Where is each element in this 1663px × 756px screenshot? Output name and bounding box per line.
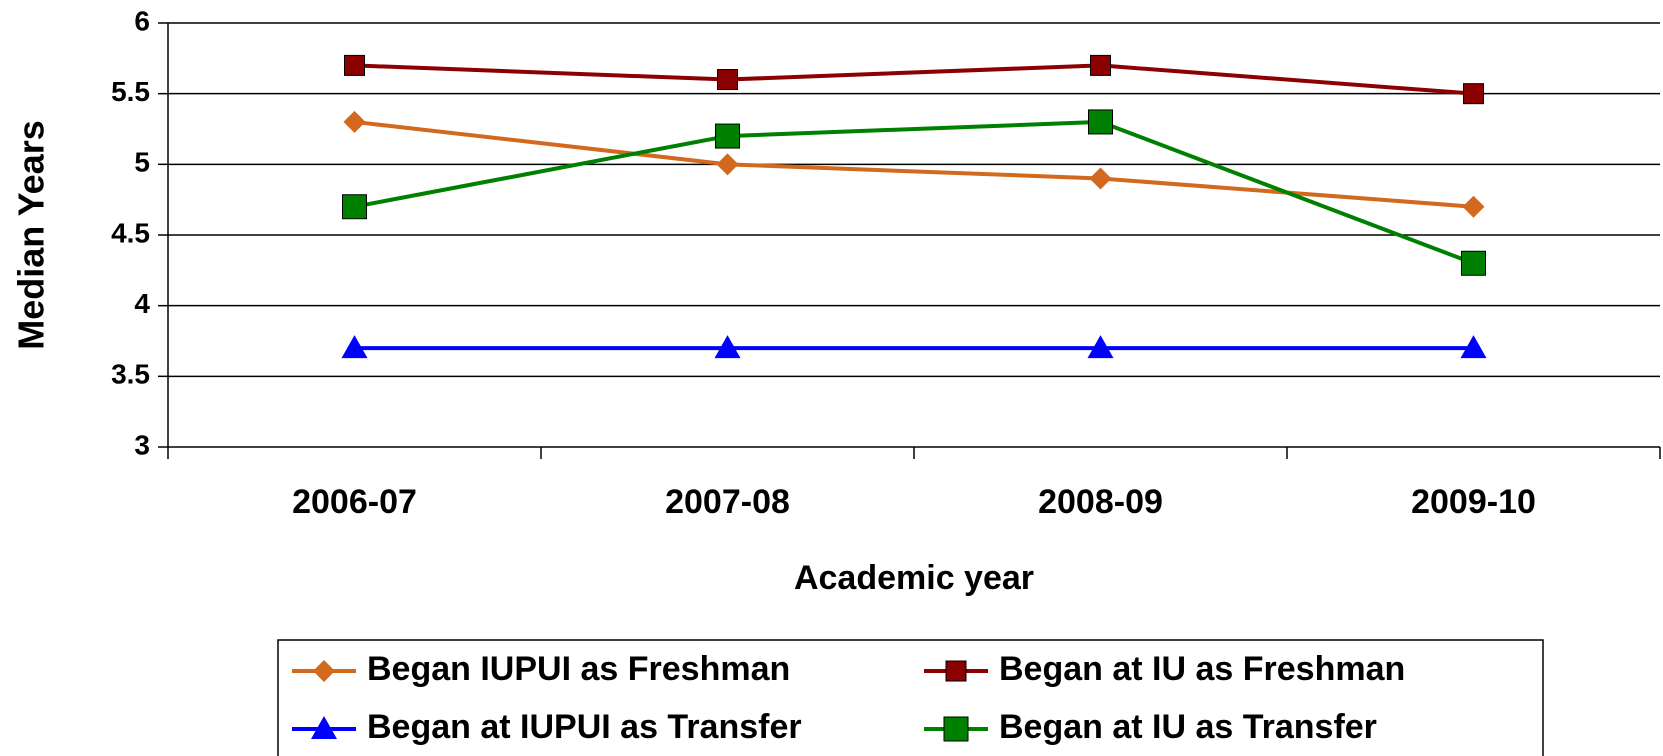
- legend-label: Began at IU as Transfer: [999, 708, 1377, 746]
- data-point: [1087, 335, 1114, 359]
- data-point: [717, 69, 738, 91]
- series-line: [354, 119, 1475, 266]
- data-point: [1463, 83, 1484, 105]
- x-tick-label: 2007-08: [665, 483, 790, 521]
- legend-label: Began at IUPUI as Transfer: [367, 708, 802, 746]
- y-tick-label: 4: [134, 288, 150, 319]
- data-point: [343, 110, 366, 133]
- data-point: [716, 153, 739, 176]
- data-point: [1089, 167, 1112, 190]
- y-tick-label: 5.5: [111, 76, 150, 107]
- y-tick-label: 3.5: [111, 359, 150, 390]
- legend-marker: [945, 660, 967, 682]
- x-tick-label: 2008-09: [1038, 483, 1163, 521]
- y-tick-label: 4.5: [111, 217, 150, 248]
- data-point: [715, 123, 740, 149]
- data-point: [1461, 250, 1486, 276]
- legend-marker: [313, 660, 335, 682]
- data-point: [1088, 109, 1113, 135]
- series-line: [354, 63, 1474, 96]
- x-tick-label: 2006-07: [292, 483, 417, 521]
- legend-box: [277, 639, 1544, 756]
- data-point: [342, 194, 367, 220]
- data-point: [1090, 54, 1111, 76]
- y-axis-title: Median Years: [11, 120, 52, 349]
- data-point: [341, 335, 368, 359]
- y-tick-label: 5: [134, 147, 150, 178]
- y-tick-label: 6: [134, 5, 150, 36]
- x-tick-label: 2009-10: [1411, 483, 1536, 521]
- y-tick-label: 3: [134, 429, 150, 460]
- legend-label: Began at IU as Freshman: [999, 650, 1405, 688]
- legend-marker: [943, 716, 969, 742]
- data-point: [1462, 195, 1485, 218]
- data-point: [1460, 335, 1487, 359]
- x-axis-title: Academic year: [794, 559, 1034, 597]
- legend-marker: [311, 716, 337, 739]
- data-point: [714, 335, 741, 359]
- data-point: [344, 54, 365, 76]
- legend-label: Began IUPUI as Freshman: [367, 650, 790, 688]
